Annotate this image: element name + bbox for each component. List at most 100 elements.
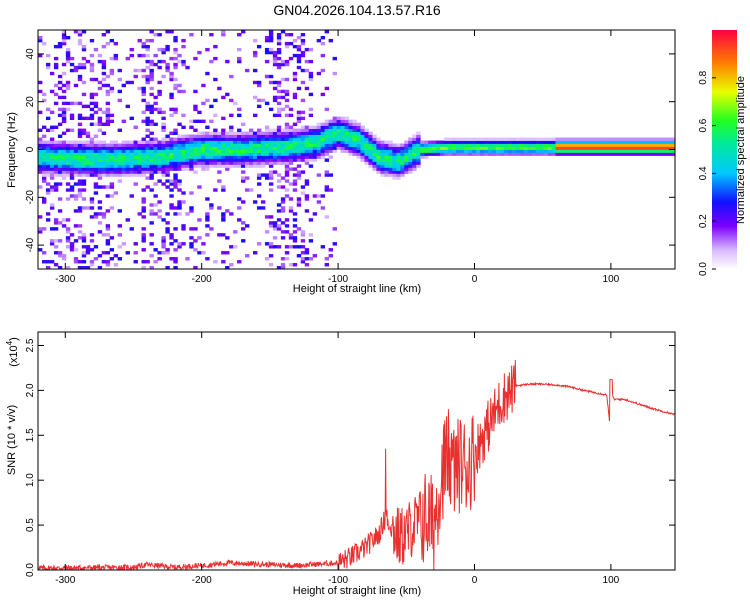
heatmap-cell bbox=[113, 41, 119, 46]
heatmap-cell bbox=[153, 53, 158, 58]
heatmap-cell bbox=[527, 140, 533, 144]
heatmap-cell bbox=[368, 149, 373, 153]
heatmap-cell bbox=[129, 143, 134, 147]
heatmap-cell bbox=[599, 137, 604, 141]
heatmap-cell bbox=[89, 170, 95, 174]
heatmap-cell bbox=[81, 104, 87, 109]
heatmap-cell bbox=[467, 137, 473, 141]
heatmap-cell bbox=[209, 161, 214, 165]
heatmap-cell bbox=[388, 146, 393, 150]
heatmap-cell bbox=[77, 146, 83, 150]
heatmap-cell bbox=[623, 146, 628, 150]
heatmap-cell bbox=[93, 212, 99, 216]
heatmap-cell bbox=[193, 161, 198, 165]
heatmap-cell bbox=[73, 83, 79, 88]
heatmap-cell bbox=[165, 155, 170, 159]
heatmap-cell bbox=[519, 152, 525, 156]
heatmap-cell bbox=[332, 125, 337, 129]
heatmap-cell bbox=[587, 152, 592, 156]
heatmap-cell bbox=[153, 107, 158, 112]
heatmap-cell bbox=[376, 143, 381, 147]
heatmap-cell bbox=[221, 164, 226, 168]
heatmap-cell bbox=[284, 89, 290, 94]
heatmap-cell bbox=[185, 212, 190, 216]
heatmap-cell bbox=[57, 251, 63, 255]
heatmap-cell bbox=[475, 140, 481, 144]
heatmap-cell bbox=[225, 134, 230, 138]
heatmap-cell bbox=[615, 140, 620, 144]
heatmap-cell bbox=[348, 125, 353, 129]
heatmap-cell bbox=[296, 197, 302, 201]
heatmap-cell bbox=[85, 167, 91, 171]
heatmap-cell bbox=[284, 131, 290, 135]
heatmap-cell bbox=[456, 140, 461, 144]
heatmap-cell bbox=[260, 152, 266, 156]
heatmap-cell bbox=[101, 149, 107, 153]
heatmap-cell bbox=[320, 146, 326, 150]
heatmap-cell bbox=[173, 86, 178, 91]
heatmap-cell bbox=[671, 146, 675, 150]
heatmap-cell bbox=[77, 155, 83, 159]
heatmap-cell bbox=[217, 170, 222, 174]
heatmap-cell bbox=[424, 140, 429, 144]
heatmap-cell bbox=[77, 266, 83, 269]
heatmap-cell bbox=[65, 230, 71, 234]
heatmap-cell bbox=[89, 248, 95, 252]
heatmap-cell bbox=[229, 113, 234, 118]
heatmap-cell bbox=[288, 131, 294, 135]
heatmap-cell bbox=[113, 263, 119, 267]
heatmap-cell bbox=[169, 233, 174, 237]
heatmap-cell bbox=[276, 65, 282, 70]
heatmap-cell bbox=[197, 131, 202, 135]
heatmap-cell bbox=[157, 107, 162, 112]
heatmap-cell bbox=[483, 137, 489, 141]
heatmap-cell bbox=[49, 176, 55, 180]
heatmap-cell bbox=[193, 239, 198, 243]
heatmap-cell bbox=[165, 143, 170, 147]
heatmap-cell bbox=[543, 140, 548, 144]
heatmap-cell bbox=[547, 143, 552, 147]
heatmap-cell bbox=[591, 143, 596, 147]
heatmap-cell bbox=[57, 167, 63, 171]
heatmap-cell bbox=[400, 173, 405, 177]
heatmap-cell bbox=[460, 143, 465, 147]
heatmap-cell bbox=[304, 182, 310, 186]
heatmap-cell bbox=[284, 155, 290, 159]
heatmap-cell bbox=[173, 140, 178, 144]
heatmap-cell bbox=[221, 152, 226, 156]
heatmap-cell bbox=[312, 146, 318, 150]
heatmap-cell bbox=[563, 149, 568, 153]
heatmap-cell bbox=[45, 128, 51, 132]
heatmap-cell bbox=[105, 101, 111, 106]
heatmap-cell bbox=[45, 143, 51, 147]
heatmap-cell bbox=[165, 62, 170, 67]
heatmap-cell bbox=[157, 209, 162, 213]
heatmap-cell bbox=[264, 242, 270, 246]
heatmap-cell bbox=[264, 59, 270, 64]
heatmap-cell bbox=[667, 143, 672, 147]
heatmap-cell bbox=[169, 158, 174, 162]
heatmap-cell bbox=[217, 140, 222, 144]
heatmap-cell bbox=[304, 263, 310, 267]
heatmap-cell bbox=[372, 149, 377, 153]
heatmap-cell bbox=[209, 146, 214, 150]
heatmap-cell bbox=[352, 140, 357, 144]
heatmap-cell bbox=[145, 170, 150, 174]
heatmap-cell bbox=[300, 125, 306, 129]
heatmap-cell bbox=[93, 149, 99, 153]
heatmap-cell bbox=[185, 152, 190, 156]
heatmap-cell bbox=[475, 146, 481, 150]
heatmap-cell bbox=[523, 146, 529, 150]
heatmap-cell bbox=[229, 74, 234, 79]
y-tick-label: 0 bbox=[25, 146, 36, 152]
heatmap-cell bbox=[193, 119, 198, 124]
heatmap-cell bbox=[165, 161, 170, 165]
heatmap-cell bbox=[264, 128, 270, 132]
heatmap-cell bbox=[61, 155, 67, 159]
heatmap-cell bbox=[161, 122, 166, 126]
heatmap-cell bbox=[268, 215, 274, 219]
heatmap-cell bbox=[221, 161, 226, 165]
heatmap-cell bbox=[177, 143, 182, 147]
heatmap-cell bbox=[185, 164, 190, 168]
heatmap-cell bbox=[89, 152, 95, 156]
